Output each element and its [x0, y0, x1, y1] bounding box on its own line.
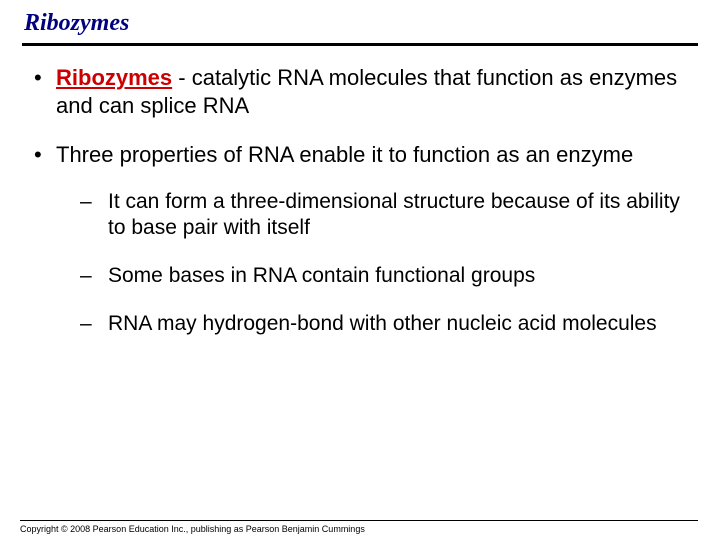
subbullet-2: Some bases in RNA contain functional gro… — [56, 263, 690, 289]
bullet-1: Ribozymes - catalytic RNA molecules that… — [30, 64, 690, 119]
slide-title: Ribozymes — [0, 0, 720, 43]
slide-content: Ribozymes - catalytic RNA molecules that… — [0, 64, 720, 338]
bullet-list-level1: Ribozymes - catalytic RNA molecules that… — [30, 64, 690, 338]
term-ribozymes: Ribozymes — [56, 65, 172, 90]
bullet-2: Three properties of RNA enable it to fun… — [30, 141, 690, 338]
bullet-list-level2: It can form a three-dimensional structur… — [56, 189, 690, 338]
copyright-notice: Copyright © 2008 Pearson Education Inc.,… — [20, 524, 365, 534]
bullet-2-text: Three properties of RNA enable it to fun… — [56, 142, 633, 167]
subbullet-3: RNA may hydrogen-bond with other nucleic… — [56, 311, 690, 337]
title-rule — [22, 43, 698, 46]
subbullet-1: It can form a three-dimensional structur… — [56, 189, 690, 242]
